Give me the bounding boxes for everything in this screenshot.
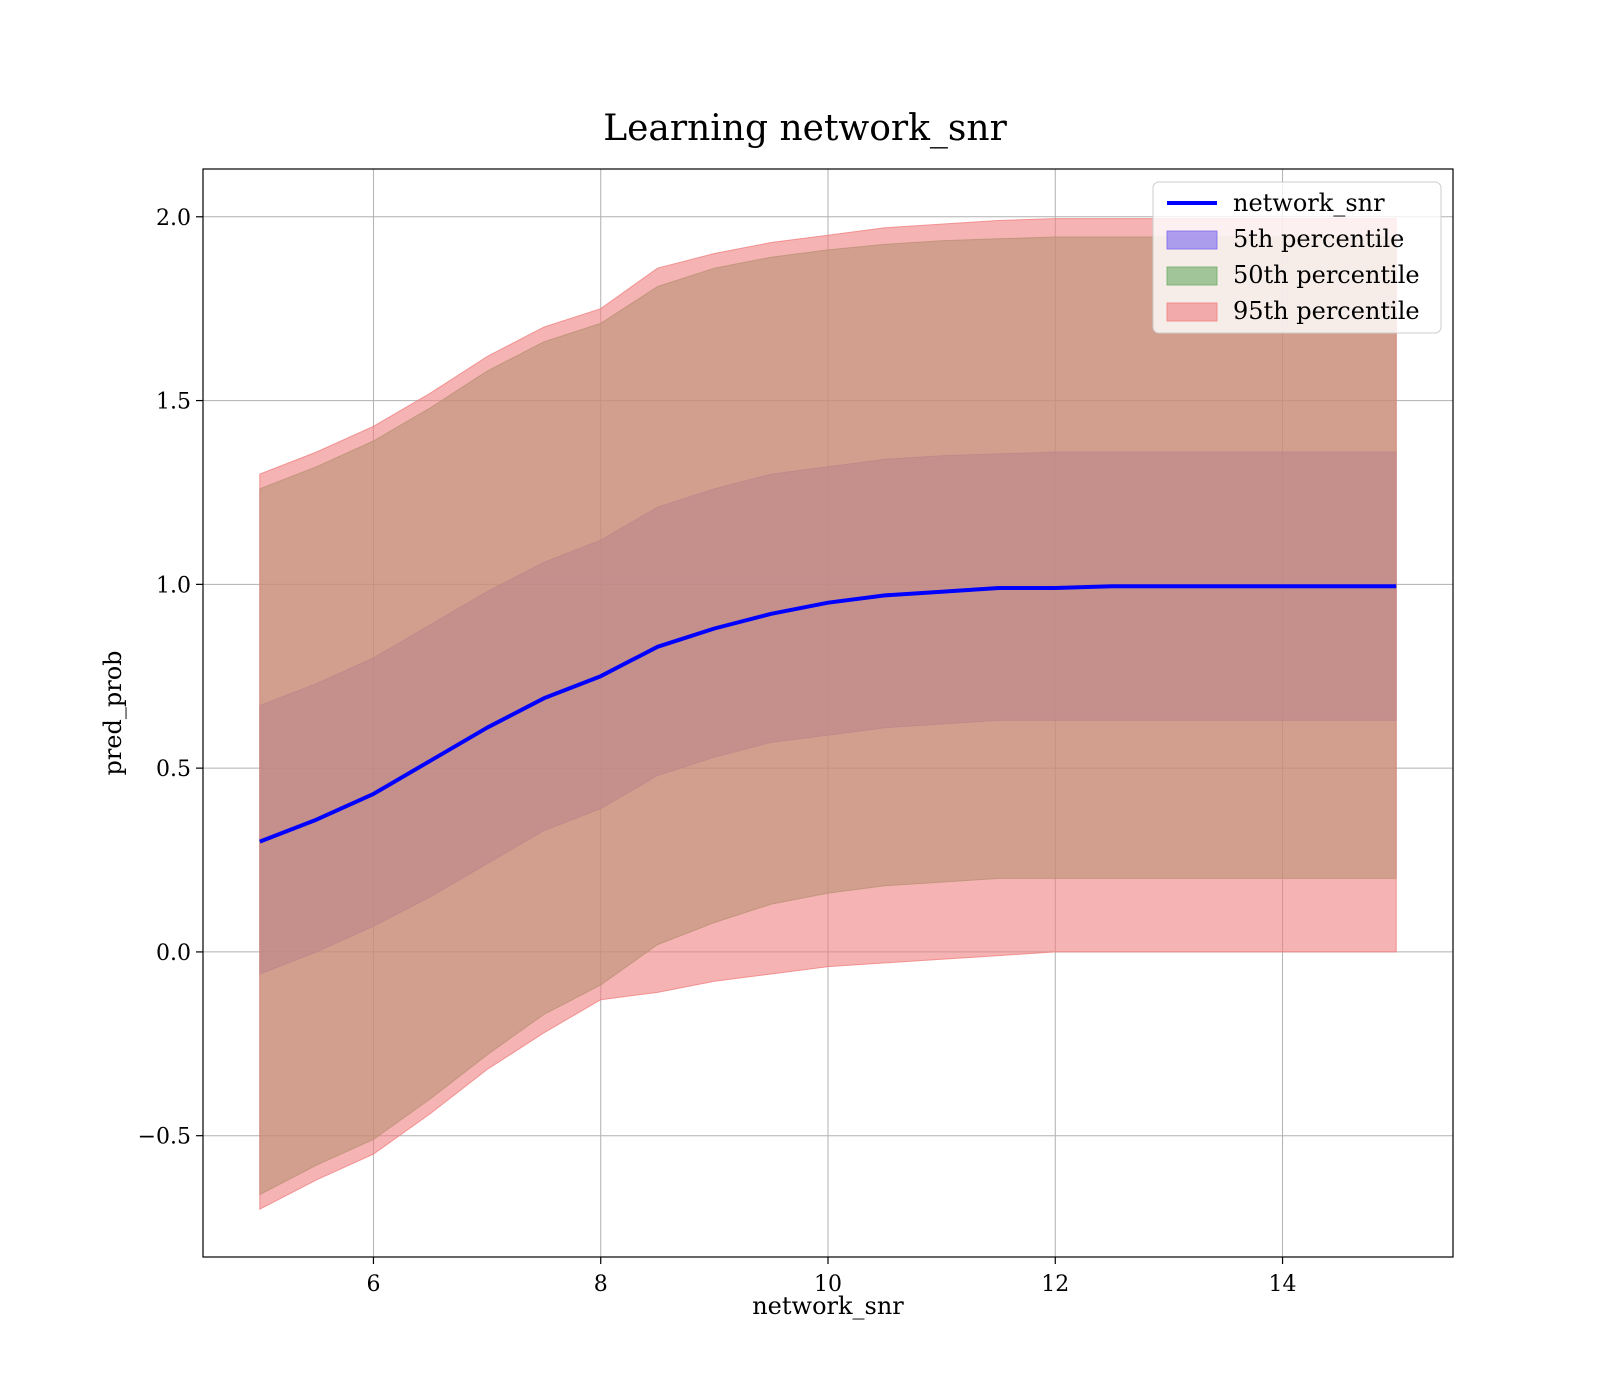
legend-label: 5th percentile — [1233, 225, 1404, 253]
legend: network_snr 5th percentile 50th percentile… — [1152, 181, 1442, 334]
y-tick-label: 1.0 — [156, 573, 191, 598]
x-tick-label: 12 — [1041, 1272, 1069, 1297]
y-axis-label: pred_prob — [99, 650, 127, 775]
legend-label: network_snr — [1233, 189, 1385, 217]
legend-swatch — [1166, 230, 1218, 250]
y-tick-label: 1.5 — [156, 390, 191, 415]
y-tick-label: 0.0 — [156, 941, 191, 966]
series-lines — [259, 584, 1397, 844]
x-tick-label: 14 — [1269, 1272, 1297, 1297]
y-tick-label: 2.0 — [156, 206, 191, 231]
legend-frame — [1152, 181, 1442, 334]
line-network_snr — [259, 584, 1397, 844]
y-tick-label: −0.5 — [138, 1125, 191, 1150]
chart-title: Learning network_snr — [603, 108, 1007, 149]
legend-label: 50th percentile — [1233, 261, 1420, 289]
x-axis-ticks: 6 8 10 12 14 — [366, 1257, 1297, 1297]
legend-swatch — [1166, 302, 1218, 322]
percentile-bands — [259, 218, 1397, 1211]
x-tick-label: 10 — [814, 1272, 842, 1297]
band-95th-percentile — [259, 218, 1397, 1211]
y-tick-label: 0.5 — [156, 757, 191, 782]
y-axis-ticks: −0.5 0.0 0.5 1.0 1.5 2.0 — [138, 206, 203, 1150]
x-axis-label: network_snr — [752, 1292, 904, 1320]
legend-label: 95th percentile — [1233, 297, 1420, 325]
x-tick-label: 6 — [366, 1272, 380, 1297]
x-tick-label: 8 — [594, 1272, 608, 1297]
legend-swatch — [1166, 266, 1218, 286]
